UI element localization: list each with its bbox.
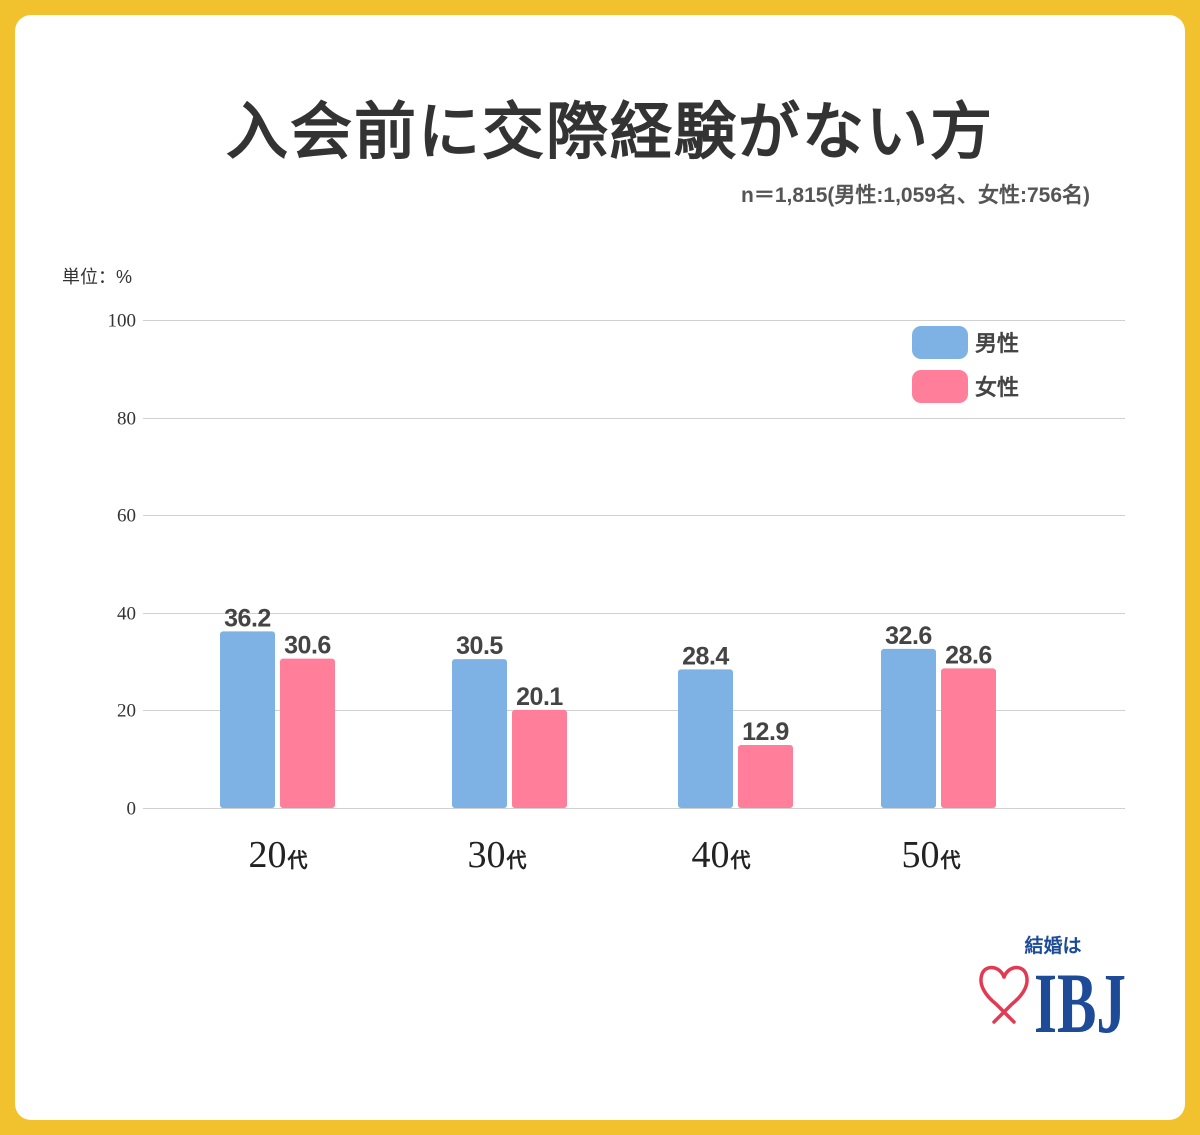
- x-tick-label-suffix: 代: [940, 848, 961, 872]
- y-tick-label: 20: [117, 701, 136, 722]
- y-tick-label: 100: [108, 311, 137, 332]
- bar-male: [678, 669, 733, 808]
- heart-icon: [979, 965, 1029, 1024]
- bar-female: [738, 745, 793, 808]
- bars: [220, 631, 996, 808]
- heart-icon-right-stroke: [992, 965, 1029, 1024]
- y-tick-label: 0: [127, 799, 137, 820]
- data-label: 28.6: [945, 641, 992, 669]
- y-axis-ticks: 0 20 40 60 80 100: [108, 311, 137, 820]
- bar-female: [280, 658, 335, 808]
- data-labels: 36.2 30.5 28.4 32.6 30.6 20.1 12.9 28.6: [224, 604, 992, 746]
- legend-label-male: 男性: [975, 332, 1019, 357]
- x-tick-label-number: 30: [468, 834, 506, 876]
- data-label: 28.4: [682, 642, 729, 670]
- bar-male: [881, 648, 936, 808]
- x-tick-label: 30代: [468, 834, 527, 876]
- x-tick-label-suffix: 代: [730, 848, 751, 872]
- y-tick-label: 40: [117, 604, 136, 625]
- legend: 男性 女性: [912, 326, 1019, 403]
- logo-tagline: 結婚は: [1024, 934, 1081, 957]
- legend-swatch-female: [912, 370, 968, 403]
- x-tick-label: 20代: [249, 834, 308, 876]
- x-tick-label-suffix: 代: [287, 848, 308, 872]
- heart-icon-left-stroke: [979, 965, 1016, 1024]
- logo-brand: IBJ: [1034, 955, 1126, 1051]
- chart-title: 入会前に交際経験がない方: [225, 95, 994, 168]
- data-label: 30.5: [456, 632, 503, 660]
- x-tick-label-number: 40: [692, 834, 730, 876]
- bar-male: [452, 659, 507, 808]
- x-tick-label-number: 20: [249, 834, 287, 876]
- chart-card: [15, 15, 1185, 1120]
- y-tick-label: 80: [117, 409, 136, 430]
- legend-swatch-male: [912, 326, 968, 359]
- y-tick-label: 60: [117, 506, 136, 527]
- data-label: 20.1: [516, 683, 563, 711]
- legend-label-female: 女性: [975, 375, 1019, 401]
- ibj-logo: 結婚は IBJ: [979, 934, 1126, 1051]
- x-tick-label: 40代: [692, 834, 751, 876]
- bar-female: [512, 709, 567, 808]
- data-label: 30.6: [284, 632, 331, 660]
- data-label: 32.6: [885, 622, 932, 650]
- data-label: 36.2: [224, 604, 271, 632]
- data-label: 12.9: [742, 718, 789, 746]
- bar-male: [220, 631, 275, 808]
- y-axis-unit-label: 単位：%: [62, 267, 133, 287]
- x-tick-label: 50代: [902, 834, 961, 876]
- x-tick-label-number: 50: [902, 834, 940, 876]
- x-axis-ticks: 20代 30代 40代 50代: [249, 834, 961, 876]
- bar-female: [941, 668, 996, 808]
- sample-size-note: n＝1,815(男性:1,059名、女性:756名): [741, 184, 1090, 207]
- x-tick-label-suffix: 代: [506, 848, 527, 872]
